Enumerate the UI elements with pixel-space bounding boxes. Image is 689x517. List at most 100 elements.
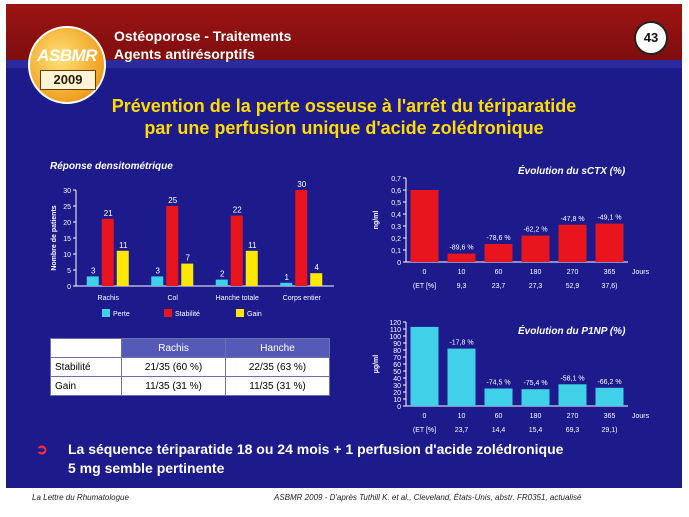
y-tick-label: 5: [67, 268, 71, 275]
x-tick-label: Hanche totale: [216, 295, 259, 302]
y-tick-label: 25: [63, 204, 71, 211]
sctx-chart: 0 0,1 0,2 0,3 0,4 0,5 0,6 0,7 ng/ml 0 -89,6 % 10 -78…: [373, 176, 650, 290]
et-value: 15,4: [529, 427, 543, 434]
bar-gain: [181, 263, 194, 286]
legend-label: Perte: [113, 311, 130, 318]
bar-perte: [86, 276, 99, 286]
y-tick-label: 60: [393, 362, 401, 369]
x-tick-label: 60: [495, 269, 503, 276]
bar: [558, 224, 587, 262]
x-axis-label: Jours: [632, 413, 650, 420]
bar-stabilité: [230, 215, 243, 286]
et-value: 27,3: [529, 283, 543, 290]
et-value: 37,6): [602, 283, 618, 290]
footer-reference: ASBMR 2009 - D'après Tuthill K. et al., …: [274, 493, 582, 502]
data-label: -75,4 %: [523, 380, 547, 387]
data-label: 22: [233, 206, 242, 215]
data-label: 30: [297, 180, 306, 189]
et-value: 9,3: [457, 283, 467, 290]
y-tick-label: 110: [390, 327, 401, 334]
header-title: Ostéoporose - Traitements: [114, 28, 292, 44]
footer-bar: [6, 488, 682, 512]
table-corner: [49, 338, 123, 358]
x-tick-label: 180: [530, 413, 542, 420]
bar: [484, 388, 513, 406]
data-label: -58,1 %: [560, 375, 584, 382]
x-tick-label: 60: [495, 413, 503, 420]
y-tick-label: 10: [393, 397, 401, 404]
x-tick-label: 10: [458, 269, 466, 276]
main-title-line1: Prévention de la perte osseuse à l'arrêt…: [111, 96, 577, 116]
y-tick-label: 50: [393, 369, 401, 376]
table-cell: 11/35 (31 %): [225, 376, 330, 396]
bar: [447, 348, 476, 406]
x-tick-label: 270: [567, 269, 579, 276]
bar: [595, 223, 624, 262]
bar-perte: [151, 276, 164, 286]
data-label: -78,6 %: [486, 235, 510, 242]
bar: [521, 389, 550, 406]
y-tick-label: 40: [393, 376, 401, 383]
bar-gain: [116, 250, 129, 286]
y-tick-label: 100: [389, 334, 401, 341]
y-tick-label: 0,3: [391, 224, 401, 231]
y-tick-label: 70: [393, 355, 401, 362]
x-tick-label: 365: [604, 413, 616, 420]
et-value: 52,9: [566, 283, 580, 290]
et-value: 23,7: [492, 283, 506, 290]
bar: [558, 384, 587, 406]
y-tick-label: 0,2: [391, 236, 401, 243]
data-label: 21: [104, 209, 113, 218]
footer-source: La Lettre du Rhumatologue: [32, 493, 129, 502]
data-label: -47,8 %: [560, 216, 584, 223]
x-tick-label: Rachis: [98, 295, 120, 302]
x-tick-label: 270: [567, 413, 579, 420]
legend-label: Gain: [247, 311, 262, 318]
data-label: 7: [186, 254, 191, 263]
table-cell: Gain: [49, 376, 123, 396]
chart2-title: Évolution du sCTX (%): [518, 166, 626, 177]
arrow-bullet-icon: ➲: [36, 441, 48, 457]
et-value: 69,3: [566, 427, 580, 434]
chart3-title: Évolution du P1NP (%): [518, 326, 626, 337]
y-axis-label: Nombre de patients: [51, 205, 58, 270]
table-cell: 21/35 (60 %): [121, 357, 227, 377]
bar-stabilité: [101, 218, 114, 286]
bar-stabilité: [295, 190, 308, 286]
bar-gain: [245, 250, 258, 286]
y-tick-label: 20: [393, 390, 401, 397]
chart1-title: Réponse densitométrique: [50, 161, 173, 172]
conclusion-line1: La séquence tériparatide 18 ou 24 mois +…: [68, 441, 564, 457]
bar: [447, 253, 476, 262]
data-label: 2: [220, 270, 225, 279]
y-tick-label: 15: [63, 236, 71, 243]
bar: [410, 326, 439, 406]
data-label: 1: [285, 273, 290, 282]
slide: ASBMR 2009 Ostéoporose - Traitements Age…: [6, 4, 682, 512]
x-tick-label: 0: [423, 413, 427, 420]
y-tick-label: 0: [397, 404, 401, 411]
y-axis-label: µg/ml: [373, 355, 380, 373]
x-tick-label: Col: [167, 295, 178, 302]
bar-perte: [215, 279, 228, 286]
x-axis-label: Jours: [632, 269, 650, 276]
bar-perte: [280, 282, 293, 286]
logo-year: 2009: [40, 70, 96, 90]
y-tick-label: 10: [63, 252, 71, 259]
bar: [410, 190, 439, 262]
bar: [521, 235, 550, 262]
y-tick-label: 30: [63, 188, 71, 195]
et-label: (ET [%]: [413, 283, 436, 290]
y-tick-label: 30: [393, 383, 401, 390]
x-tick-label: Corps entier: [283, 295, 322, 302]
data-label: 11: [119, 241, 128, 250]
et-value: 23,7: [455, 427, 469, 434]
legend-swatch: [164, 309, 172, 317]
table-cell: 11/35 (31 %): [121, 376, 227, 396]
table-header-row: Rachis Hanche: [49, 338, 330, 358]
data-label: -49,1 %: [597, 215, 621, 222]
data-label: 3: [156, 266, 161, 275]
table-cell: Stabilité: [49, 357, 123, 377]
header-subtitle: Agents antirésorptifs: [114, 46, 255, 62]
